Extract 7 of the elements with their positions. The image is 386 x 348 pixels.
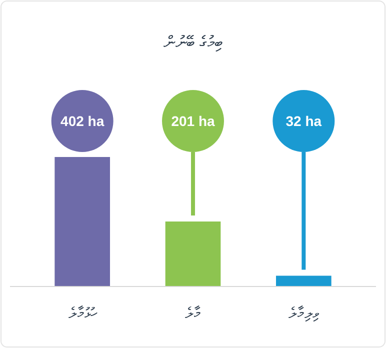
chart-title: ބިމުގެ ބޭނުން (163, 33, 223, 53)
data-label: 201 ha (171, 113, 216, 129)
data-label: 402 ha (60, 113, 104, 129)
x-tick-label: ވިލިމާލެ (288, 304, 320, 322)
x-tick-label: ހުޅުމާލެ (68, 304, 98, 322)
x-tick-label: މާލެ (185, 304, 201, 322)
data-label: 32 ha (286, 113, 322, 129)
